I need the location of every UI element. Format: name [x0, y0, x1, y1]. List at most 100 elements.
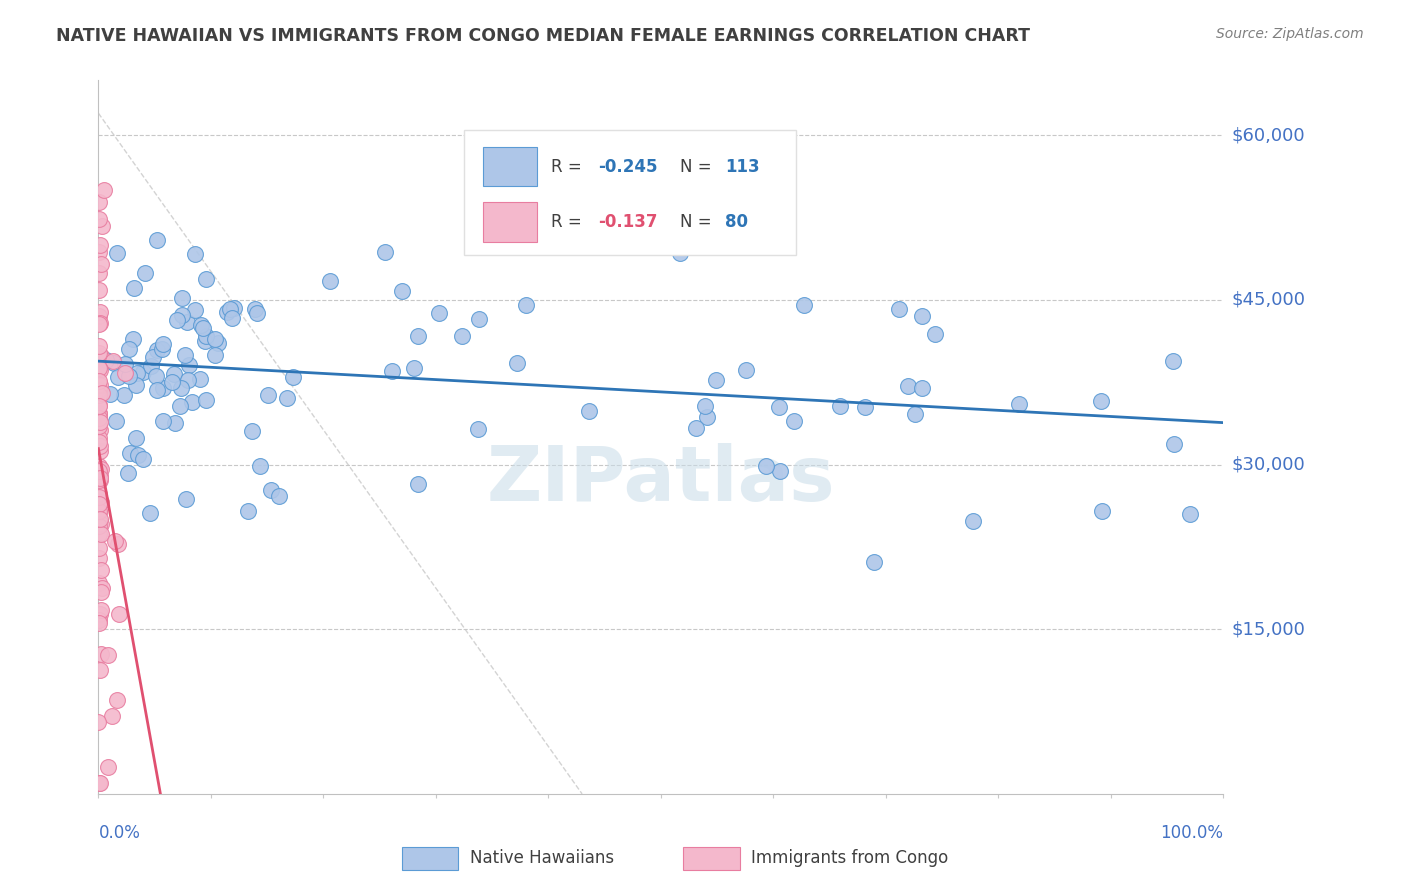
Point [87, 505, 110, 519]
Point [87, 383, 110, 397]
Text: 100.0%: 100.0% [1160, 824, 1223, 842]
Point [142, 350, 165, 364]
Point [87, 245, 110, 260]
Point [87, 541, 110, 555]
Point [176, 315, 198, 329]
Point [124, 431, 146, 445]
Point [87, 487, 110, 501]
Point [89, 399, 111, 413]
Point [1180, 508, 1202, 522]
Point [114, 357, 136, 371]
Point [107, 537, 129, 551]
Point [215, 304, 238, 318]
Point [406, 477, 429, 491]
Point [87, 715, 110, 730]
Point [87, 518, 110, 533]
Point [108, 607, 131, 621]
Point [89, 212, 111, 227]
Point [146, 343, 169, 357]
Point [107, 370, 129, 384]
Point [467, 422, 489, 436]
Point [1008, 397, 1031, 411]
Point [204, 348, 226, 362]
Point [125, 366, 148, 380]
Point [145, 233, 167, 247]
Point [696, 410, 718, 425]
Point [87, 527, 110, 541]
Point [89, 406, 111, 420]
Point [90, 257, 112, 271]
Point [257, 388, 280, 402]
Point [90, 647, 112, 661]
Point [100, 387, 122, 401]
Text: ZIPatlas: ZIPatlas [486, 443, 835, 516]
Point [221, 310, 243, 325]
Point [89, 339, 111, 353]
Point [89, 473, 111, 487]
Point [176, 373, 198, 387]
Point [87, 497, 110, 511]
Point [89, 458, 111, 473]
Point [90, 495, 112, 509]
Point [174, 347, 197, 361]
Point [163, 416, 186, 430]
Point [152, 380, 174, 394]
Point [267, 490, 290, 504]
Point [195, 329, 218, 343]
Point [191, 320, 214, 334]
Point [246, 306, 269, 320]
Point [89, 490, 111, 504]
Point [962, 514, 984, 528]
Point [89, 471, 111, 485]
Point [132, 365, 155, 379]
Text: 80: 80 [725, 213, 748, 231]
Point [89, 374, 111, 388]
Point [381, 364, 404, 378]
Point [194, 393, 217, 408]
Point [89, 607, 111, 621]
Point [90, 581, 112, 595]
Point [87, 776, 110, 790]
Point [193, 334, 215, 348]
Point [122, 281, 145, 295]
Point [769, 464, 792, 478]
Point [87, 409, 110, 423]
Point [695, 400, 717, 414]
Point [578, 404, 600, 418]
Point [90, 462, 112, 476]
Point [924, 327, 946, 342]
Point [704, 373, 727, 387]
Point [87, 345, 110, 359]
Point [468, 312, 491, 326]
Text: N =: N = [681, 213, 717, 231]
Point [897, 379, 920, 393]
Point [427, 306, 450, 320]
Bar [484, 202, 537, 242]
Point [87, 473, 110, 487]
Point [207, 335, 229, 350]
Point [90, 516, 112, 531]
Point [506, 356, 529, 370]
Text: 0.0%: 0.0% [98, 824, 141, 842]
Point [118, 368, 141, 383]
Point [152, 337, 174, 351]
Point [87, 384, 110, 398]
Point [685, 420, 707, 434]
Point [87, 613, 110, 627]
FancyBboxPatch shape [464, 130, 796, 255]
Point [118, 342, 141, 356]
Point [87, 504, 110, 518]
Point [174, 492, 197, 507]
Point [169, 399, 191, 413]
Point [236, 504, 259, 518]
Point [90, 386, 112, 401]
Point [89, 351, 111, 366]
Point [90, 219, 112, 234]
Point [853, 400, 876, 414]
Point [89, 237, 111, 252]
Point [402, 360, 425, 375]
Bar [402, 847, 458, 871]
Point [122, 332, 145, 346]
Point [90, 603, 112, 617]
Point [1161, 353, 1184, 368]
